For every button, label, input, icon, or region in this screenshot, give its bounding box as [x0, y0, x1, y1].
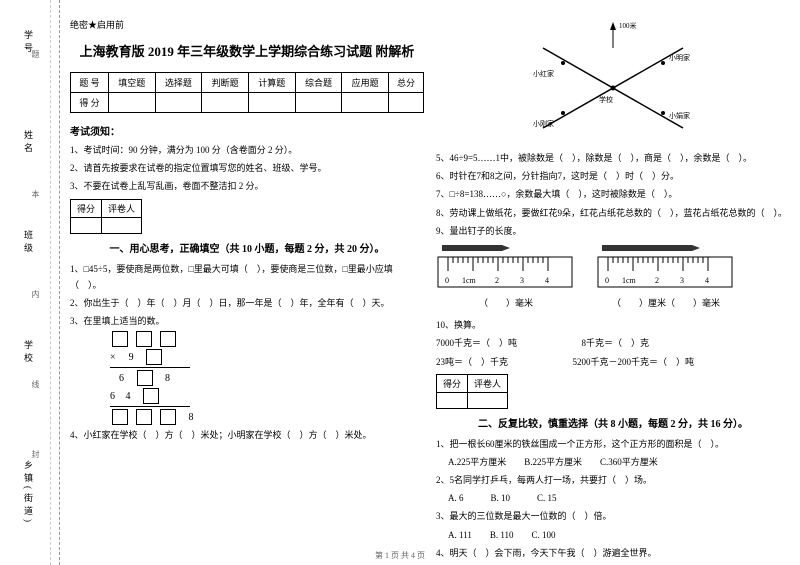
- grader-table-2: 得分评卷人: [436, 374, 508, 409]
- mark-2: 本: [30, 190, 41, 198]
- s2q3-opts: A. 111 B. 110 C. 100: [436, 527, 790, 543]
- svg-text:小明家: 小明家: [669, 53, 690, 62]
- digit-box[interactable]: [136, 409, 152, 425]
- ruler-1: 0 1cm 2 3 4: [436, 243, 576, 293]
- ruler-1-answer[interactable]: （ ）毫米: [436, 295, 576, 311]
- digit-box[interactable]: [112, 331, 128, 347]
- page-footer: 第 1 页 共 4 页: [0, 550, 800, 561]
- field-town[interactable]: 乡镇(街道): [22, 460, 35, 526]
- q6: 6、时针在7和8之间，分针指向7，这时是（ ）时（ ）分。: [436, 168, 790, 184]
- grader-table-1: 得分评卷人: [70, 199, 142, 234]
- field-class[interactable]: 班级: [22, 230, 35, 256]
- th-0: 题 号: [71, 73, 109, 93]
- digit-box[interactable]: [136, 331, 152, 347]
- notice-title: 考试须知：: [70, 123, 424, 138]
- svg-text:2: 2: [495, 276, 499, 285]
- content-area: 绝密★启用前 上海教育版 2019 年三年级数学上学期综合练习试题 附解析 题 …: [60, 0, 800, 565]
- q7: 7、□÷8=138……○，余数最大填（ ），这时被除数是（ ）。: [436, 186, 790, 202]
- ruler-2-answer[interactable]: （ ）厘米（ ）毫米: [596, 295, 736, 311]
- section-1-title: 一、用心思考，正确填空（共 10 小题，每题 2 分，共 20 分）。: [70, 240, 424, 255]
- section-2-title: 二、反复比较，慎重选择（共 8 小题，每题 2 分，共 16 分）。: [436, 415, 790, 430]
- th-1: 填空题: [108, 73, 155, 93]
- digit-box[interactable]: [160, 409, 176, 425]
- score-table: 题 号 填空题 选择题 判断题 计算题 综合题 应用题 总分 得 分: [70, 72, 424, 113]
- svg-text:4: 4: [545, 276, 549, 285]
- th-6: 应用题: [342, 73, 389, 93]
- binding-margin: 学号 姓名 班级 学校 乡镇(街道) 题 本 内 线 封: [0, 0, 60, 565]
- svg-text:0: 0: [605, 276, 609, 285]
- digit-box[interactable]: [137, 370, 153, 386]
- notice-2: 2、请首先按要求在试卷的指定位置填写您的姓名、班级、学号。: [70, 160, 424, 176]
- s2q3: 3、最大的三位数是最大一位数的（ ）倍。: [436, 508, 790, 524]
- svg-text:3: 3: [680, 276, 684, 285]
- q1: 1、□45÷5，要使商是两位数，□里最大可填（ ），要使商是三位数，□里最小应填…: [70, 261, 424, 293]
- binding-line: [50, 0, 51, 565]
- s2q1-opts: A.225平方厘米 B.225平方厘米 C.360平方厘米: [436, 454, 790, 470]
- svg-text:小红家: 小红家: [533, 69, 554, 78]
- th-7: 总分: [388, 73, 423, 93]
- th-5: 综合题: [295, 73, 342, 93]
- svg-text:小娟家: 小娟家: [669, 111, 690, 120]
- exam-title: 上海教育版 2019 年三年级数学上学期综合练习试题 附解析: [70, 41, 424, 60]
- direction-diagram: 100米 小明家 小红家 学校 小娟家 小刚家: [513, 18, 713, 148]
- q10: 10、换算。: [436, 317, 790, 333]
- rulers: 0 1cm 2 3 4 （ ）毫米: [436, 243, 790, 313]
- notice-1: 1、考试时间：90 分钟，满分为 100 分（含卷面分 2 分）。: [70, 142, 424, 158]
- digit-box[interactable]: [112, 409, 128, 425]
- q10-row2: 23吨＝（ ）千克 5200千克－200千克＝（ ）吨: [436, 354, 790, 370]
- s2q2-opts: A. 6 B. 10 C. 15: [436, 490, 790, 506]
- secret-label: 绝密★启用前: [70, 18, 424, 31]
- s2q2: 2、5名同学打乒乓，每两人打一场，共要打（ ）场。: [436, 472, 790, 488]
- multiplication-work: × 9 6 8 6 4 8: [70, 331, 424, 425]
- th-3: 判断题: [202, 73, 249, 93]
- ruler-2: 0 1cm 2 3 4: [596, 243, 736, 293]
- svg-text:3: 3: [520, 276, 524, 285]
- svg-text:1cm: 1cm: [462, 276, 477, 285]
- svg-text:小刚家: 小刚家: [533, 119, 554, 128]
- q2: 2、你出生于（ ）年（ ）月（ ）日，那一年是（ ）年，全年有（ ）天。: [70, 295, 424, 311]
- mark-4: 线: [30, 380, 41, 388]
- q5: 5、46÷9=5……1中，被除数是（ ），除数是（ ），商是（ ），余数是（ ）…: [436, 150, 790, 166]
- q3: 3、在里填上适当的数。: [70, 313, 424, 329]
- svg-text:4: 4: [705, 276, 709, 285]
- s2q1: 1、把一根长60厘米的铁丝围成一个正方形，这个正方形的面积是（ ）。: [436, 436, 790, 452]
- field-name[interactable]: 姓名: [22, 130, 35, 156]
- mark-1: 题: [30, 50, 41, 58]
- q9: 9、量出钉子的长度。: [436, 223, 790, 239]
- th-2: 选择题: [155, 73, 202, 93]
- svg-text:2: 2: [655, 276, 659, 285]
- field-school[interactable]: 学校: [22, 340, 35, 366]
- row-label: 得 分: [71, 93, 109, 113]
- svg-text:100米: 100米: [619, 21, 637, 30]
- svg-text:1cm: 1cm: [622, 276, 637, 285]
- digit-box[interactable]: [143, 388, 159, 404]
- q10-row1: 7000千克＝（ ）吨 8千克＝（ ）克: [436, 335, 790, 351]
- mark-5: 封: [30, 450, 41, 458]
- notice-3: 3、不要在试卷上乱写乱画，卷面不整洁扣 2 分。: [70, 178, 424, 194]
- svg-text:0: 0: [445, 276, 449, 285]
- digit-box[interactable]: [160, 331, 176, 347]
- th-4: 计算题: [248, 73, 295, 93]
- mark-3: 内: [30, 290, 41, 298]
- svg-text:学校: 学校: [599, 95, 613, 104]
- q4: 4、小红家在学校（ ）方（ ）米处；小明家在学校（ ）方（ ）米处。: [70, 427, 424, 443]
- digit-box[interactable]: [146, 349, 162, 365]
- q8: 8、劳动课上做纸花，要做红花9朵，红花占纸花总数的（ ），蓝花占纸花总数的（ ）…: [436, 205, 790, 221]
- left-column: 绝密★启用前 上海教育版 2019 年三年级数学上学期综合练习试题 附解析 题 …: [70, 18, 424, 555]
- right-column: 100米 小明家 小红家 学校 小娟家 小刚家 5、46÷9=5……1中，被除数…: [436, 18, 790, 555]
